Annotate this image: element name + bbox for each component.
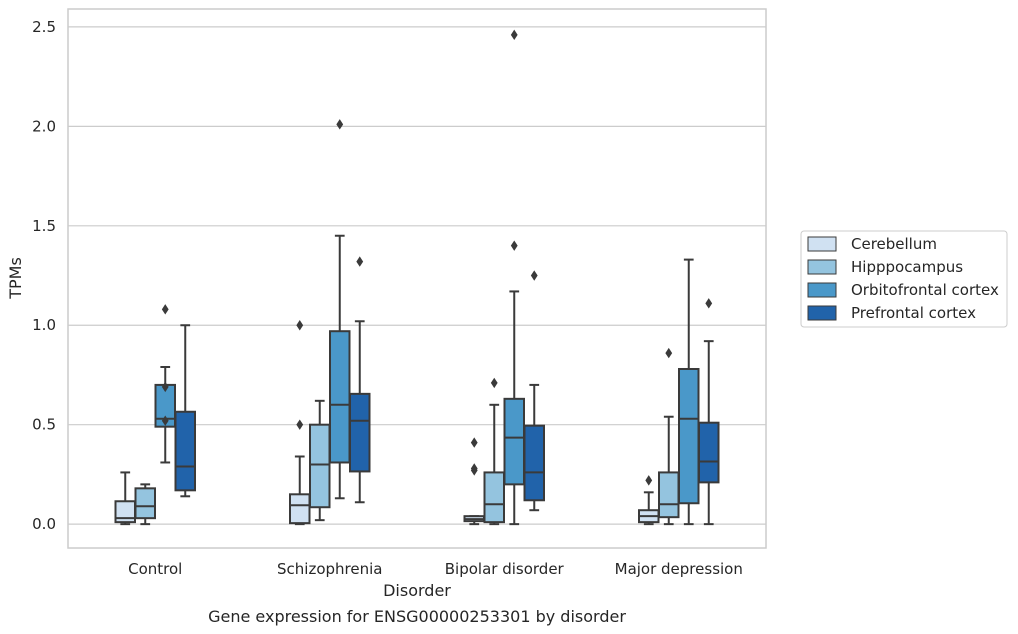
box-body [503,397,525,486]
y-tick-label: 0.5 [32,416,56,434]
outlier-point [510,29,518,41]
legend-entry: Hipppocampus [807,258,963,276]
box-body [289,493,311,525]
outlier-point [161,381,169,393]
box-series [114,29,720,526]
box [638,475,660,526]
outlier-point [490,377,498,389]
outlier-point [645,475,653,486]
box-body [523,424,545,502]
outlier-point [510,240,518,251]
box [658,347,680,526]
box-body [174,410,196,492]
y-tick-label: 2.0 [32,117,56,135]
box-body [658,471,680,519]
outlier-point [665,347,673,359]
outlier-point [705,298,713,309]
series-orbitofrontal-cortex [154,29,700,526]
box [154,304,176,464]
box [523,270,545,512]
box [134,483,156,526]
box [483,377,505,526]
box-body [309,423,331,509]
x-axis-ticks: Control Schizophrenia Bipolar disorder Majo… [128,560,743,578]
legend-label: Prefrontal cortex [851,304,976,322]
box-body [349,392,371,473]
outlier-point [296,320,304,331]
box [174,324,196,498]
y-axis-ticks: 0.0 0.5 1.0 1.5 2.0 2.5 [32,18,56,533]
legend-swatch [807,305,837,321]
y-tick-label: 1.0 [32,316,56,334]
box [329,119,351,500]
series-prefrontal-cortex [174,256,720,526]
y-tick-label: 2.5 [32,18,56,36]
series-hipppocampus [134,347,680,526]
box [698,298,720,526]
box-body [329,330,351,464]
outlier-point [296,419,304,430]
x-tick-label: Bipolar disorder [445,560,565,578]
box [503,29,525,526]
box-body [483,471,505,524]
box [309,399,331,522]
x-tick-label: Schizophrenia [277,560,382,578]
grid-lines [68,26,766,525]
x-tick-label: Major depression [615,560,743,578]
box [349,256,371,504]
legend-entry: Orbitofrontal cortex [807,281,999,299]
legend-label: Hipppocampus [851,258,963,276]
plot-area-frame [67,8,767,549]
x-tick-label: Control [128,560,182,578]
figure-caption: Gene expression for ENSG00000253301 by d… [208,607,626,626]
outlier-point [356,256,364,267]
legend-entry: Prefrontal cortex [807,304,976,322]
x-axis-label: Disorder [383,581,451,600]
legend-swatch [807,236,837,252]
box [678,258,700,526]
legend: Cerebellum Hipppocampus Orbitofrontal cort… [800,230,1008,328]
outlier-point [161,415,169,426]
legend-swatch [807,282,837,298]
box-body [134,487,156,520]
outlier-point [161,304,169,315]
legend-label: Orbitofrontal cortex [851,281,999,299]
outlier-point [530,270,538,281]
legend-swatch [807,259,837,275]
outlier-point [336,119,344,130]
legend-entry: Cerebellum [807,235,937,253]
box-body [678,367,700,505]
series-cerebellum [114,320,660,526]
y-axis-label: TPMs [6,257,25,300]
box [463,437,485,526]
outlier-point [470,437,478,448]
legend-label: Cerebellum [851,235,937,253]
y-tick-label: 0.0 [32,515,56,533]
y-tick-label: 1.5 [32,217,56,235]
box [114,471,136,526]
outlier-point [470,463,478,474]
legend-frame [800,230,1008,328]
box-body [698,421,720,484]
box [289,320,311,526]
